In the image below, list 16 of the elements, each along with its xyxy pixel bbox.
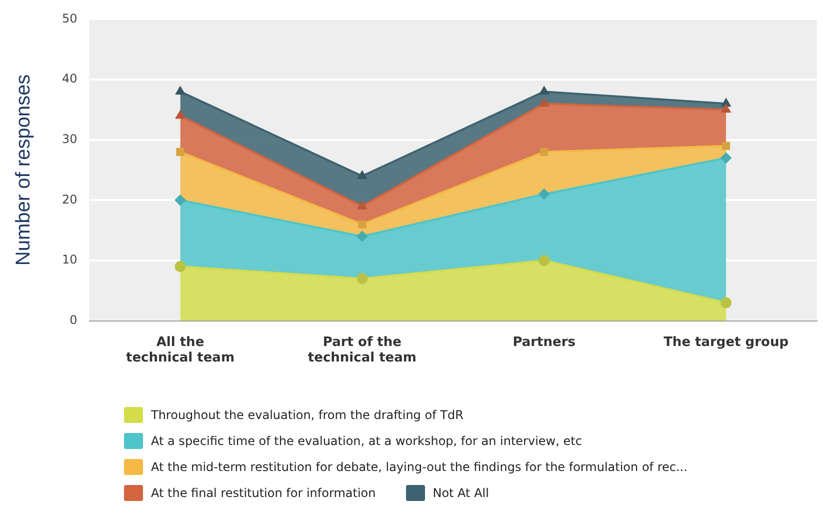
legend-label: Not At All [432,486,489,500]
legend-label: Throughout the evaluation, from the drafting of TdR [151,408,464,422]
x-tick-label: The target group [664,334,788,350]
legend-label: At the final restitution for information [151,486,376,500]
y-tick-label: 0 [70,312,78,327]
y-tick-label: 10 [62,252,78,267]
legend-label: At a specific time of the evaluation, at a workshop, for an interview, etc [151,434,582,448]
x-tick-label: Partners [512,334,576,350]
y-tick-label: 50 [62,11,78,26]
y-tick-label: 20 [62,192,78,206]
legend-label: At the mid-term restitution for debate, laying-out the findings for the formulation of rec... [151,460,688,474]
x-tick-label: All the technical team [126,334,234,366]
y-tick-label: 30 [62,132,78,146]
y-tick-label: 40 [62,72,78,86]
x-tick-label: Part of the technical team [308,334,416,366]
y-axis-title: Number of responses [12,74,35,266]
